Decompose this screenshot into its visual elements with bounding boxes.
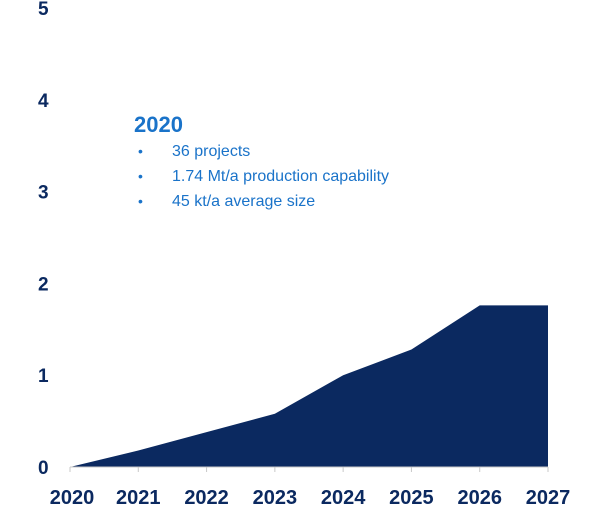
annotation-item: • 45 kt/a average size (134, 192, 402, 211)
x-tick-label: 2020 (50, 487, 95, 509)
y-axis-ticks: 0 1 2 3 4 5 (38, 0, 49, 479)
annotation-item: • 1.74 Mt/a production capability (134, 167, 402, 186)
y-tick-label: 5 (38, 0, 49, 20)
x-tick-label: 2027 (526, 487, 571, 509)
bullet-icon: • (138, 193, 143, 209)
area-series (70, 305, 548, 467)
y-tick-label: 3 (38, 183, 49, 204)
x-tick-label: 2021 (116, 487, 161, 509)
annotation-item-text: 36 projects (172, 143, 251, 160)
bullet-icon: • (138, 143, 143, 159)
y-tick-label: 0 (38, 458, 49, 479)
annotation-title: 2020 (134, 112, 183, 137)
annotation-item-text: 45 kt/a average size (172, 193, 316, 210)
annotation-item: • 36 projects (134, 142, 402, 161)
annotation-list: • 36 projects • 1.74 Mt/a production cap… (134, 142, 434, 211)
annotation-box: 2020 • 36 projects • 1.74 Mt/a productio… (134, 112, 434, 217)
x-tick-label: 2025 (389, 487, 434, 509)
annotation-item-text: 1.74 Mt/a production capability (172, 168, 390, 185)
x-tick-label: 2023 (253, 487, 298, 509)
y-tick-label: 1 (38, 366, 49, 387)
x-axis-ticks: 2020 2021 2022 2023 2024 2025 2026 2027 (50, 467, 571, 509)
y-tick-label: 2 (38, 274, 49, 295)
area-series-fill (70, 305, 548, 467)
x-tick-label: 2022 (184, 487, 229, 509)
x-tick-label: 2026 (457, 487, 502, 509)
x-tick-label: 2024 (321, 487, 366, 509)
y-tick-label: 4 (38, 91, 49, 112)
bullet-icon: • (138, 168, 143, 184)
